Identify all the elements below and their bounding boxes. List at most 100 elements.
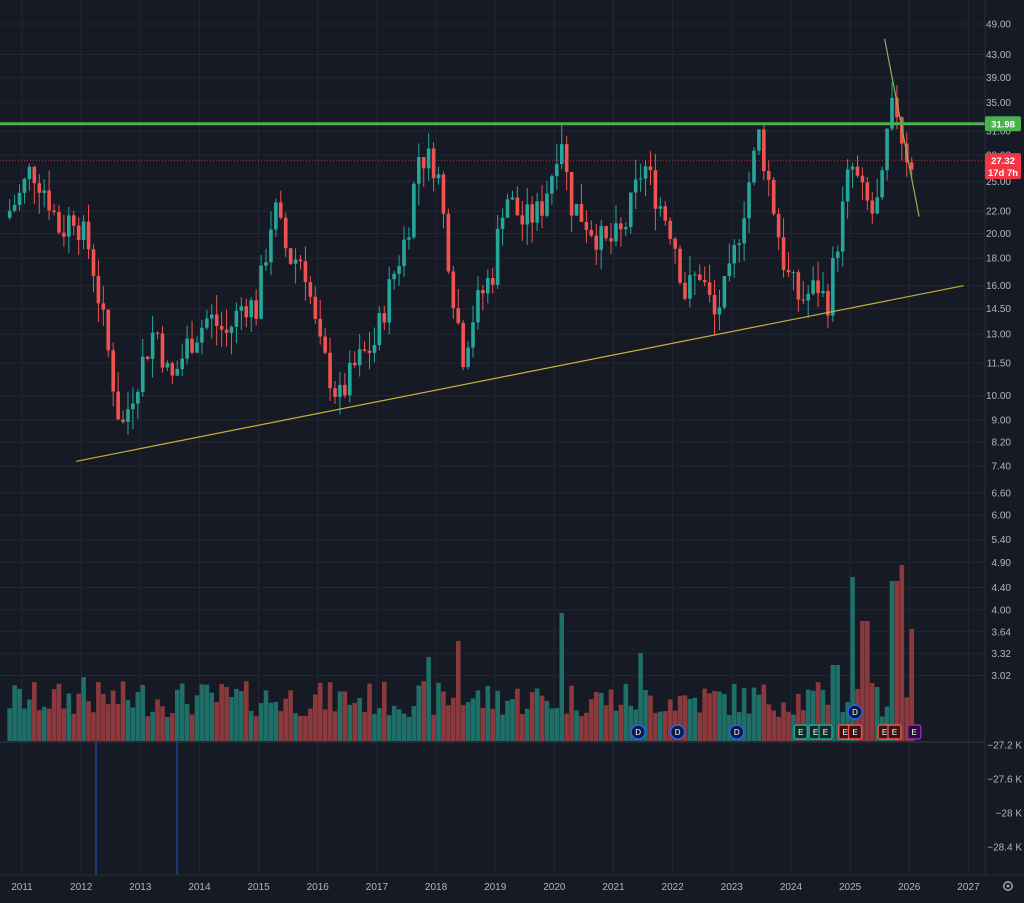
volume-bar — [648, 695, 653, 741]
candle-body — [229, 326, 234, 333]
volume-bar — [391, 705, 397, 741]
candle-body — [338, 384, 342, 397]
volume-bar — [86, 701, 91, 741]
volume-bar — [505, 700, 510, 741]
candle-body — [722, 276, 727, 308]
candle-body — [683, 282, 687, 299]
price-tick-label: 25.00 — [986, 177, 1011, 188]
volume-bar — [342, 691, 348, 741]
candle-body — [136, 391, 140, 404]
candle-body — [490, 278, 495, 285]
volume-bar — [579, 716, 584, 741]
candle-body — [816, 280, 820, 294]
volume-bar — [36, 710, 42, 741]
candle-body — [811, 280, 815, 294]
candle-body — [525, 204, 530, 225]
price-tick-label: 16.00 — [986, 281, 1011, 292]
candle-body — [540, 201, 544, 216]
candle-body — [530, 204, 534, 223]
candle-body — [47, 190, 51, 211]
volume-bar — [761, 684, 767, 741]
event-marker-label: E — [912, 728, 917, 737]
volume-bar — [731, 683, 737, 741]
event-markers[interactable]: D D D E E E E EDE E E — [630, 704, 922, 740]
candle-body — [727, 263, 732, 277]
candle-body — [890, 97, 894, 129]
volume-bar — [909, 629, 915, 741]
volume-bar — [820, 689, 826, 741]
volume-bar — [520, 713, 525, 741]
candle-body — [239, 306, 244, 311]
volume-bar — [825, 704, 831, 741]
volume-bar — [140, 685, 146, 741]
volume-bar — [411, 706, 417, 741]
candle-body — [766, 170, 771, 180]
volume-bar — [327, 682, 333, 741]
volume-bar — [884, 706, 890, 741]
volume-bar — [869, 683, 875, 741]
candle-body — [845, 169, 850, 202]
volume-bar — [273, 701, 279, 741]
volume-bar — [860, 621, 865, 741]
price-tick-label: 20.00 — [986, 229, 1011, 240]
time-tick-label: 2013 — [129, 882, 152, 893]
candle-body — [668, 220, 672, 239]
volume-bar — [268, 702, 274, 741]
candle-body — [840, 201, 845, 252]
volume-bar — [623, 683, 629, 741]
volume-bar — [81, 677, 86, 741]
price-tick-label: 11.50 — [987, 358, 1012, 369]
volume-bar — [219, 684, 224, 741]
candle-body — [57, 212, 61, 233]
candle-body — [52, 210, 56, 213]
candle-body — [441, 174, 446, 214]
volume-bar — [589, 699, 594, 741]
volume-bar — [500, 714, 505, 741]
volume-bar — [66, 693, 72, 741]
candle-body — [855, 166, 860, 176]
volume-bar — [110, 690, 116, 741]
volume-bar — [367, 683, 372, 741]
volume-bar — [377, 708, 382, 741]
volume-bar — [71, 713, 77, 741]
oscillator-tick-label: −27.6 K — [987, 775, 1022, 786]
price-tick-label: 49.00 — [986, 20, 1011, 31]
drawings[interactable] — [0, 38, 985, 462]
volume-bar — [480, 707, 486, 741]
event-marker-label: E — [852, 728, 857, 737]
volume-bar — [850, 577, 855, 741]
candle-body — [293, 259, 298, 264]
candle-body — [328, 352, 332, 389]
price-tick-label: 7.40 — [992, 462, 1012, 473]
volume-bar — [692, 697, 698, 741]
settings-icon[interactable] — [1003, 881, 1013, 891]
candle-body — [259, 265, 263, 319]
volume-bar — [544, 700, 550, 741]
volume-bar — [125, 700, 131, 741]
candle-body — [71, 215, 76, 226]
candle-body — [32, 166, 37, 184]
volume-bar — [362, 711, 367, 741]
candle-body — [673, 238, 677, 249]
volume-bar — [27, 699, 32, 741]
volume-bar — [608, 689, 614, 741]
candle-body — [200, 327, 204, 343]
volume-bar — [529, 692, 535, 741]
volume-bar — [288, 690, 293, 741]
candle-body — [234, 310, 239, 327]
volume-bar — [170, 713, 175, 741]
volume-bar — [697, 712, 703, 741]
volume-bar — [510, 699, 515, 741]
candle-body — [628, 192, 633, 228]
candle-body — [757, 129, 761, 151]
volume-bar — [830, 665, 836, 741]
volume-bar — [96, 682, 101, 741]
volume-bar — [322, 709, 328, 741]
candle-body — [456, 308, 461, 324]
candle-body — [323, 336, 327, 353]
volume-bar — [524, 708, 530, 741]
volume-bar — [352, 702, 358, 741]
candle-body — [476, 290, 480, 323]
